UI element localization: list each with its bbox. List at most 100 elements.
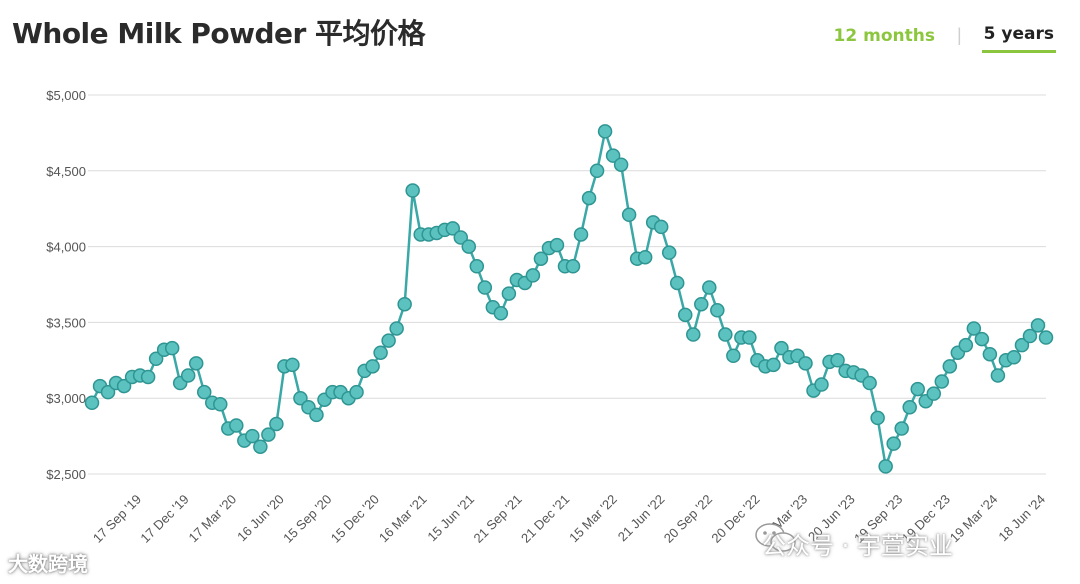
data-point[interactable] — [229, 418, 244, 433]
data-point[interactable] — [501, 286, 517, 301]
x-tick-label: 15 Jun '21 — [424, 492, 477, 545]
data-point[interactable] — [573, 227, 589, 242]
data-point[interactable] — [669, 275, 685, 291]
series-points-layer — [84, 124, 1054, 474]
data-point[interactable] — [180, 368, 196, 383]
tab-separator: | — [956, 25, 962, 45]
data-point[interactable] — [164, 340, 180, 356]
x-tick-label: 20 Sep '22 — [661, 492, 715, 546]
data-point[interactable] — [461, 239, 477, 254]
data-point[interactable] — [934, 374, 950, 389]
data-point[interactable] — [974, 331, 990, 347]
y-tick-label: $4,500 — [46, 164, 86, 179]
data-point[interactable] — [116, 378, 132, 394]
x-tick-label: 21 Dec '21 — [518, 492, 572, 546]
data-point[interactable] — [653, 219, 669, 235]
data-point[interactable] — [702, 280, 717, 295]
data-point[interactable] — [982, 346, 998, 362]
chart-title: Whole Milk Powder 平均价格 — [12, 17, 426, 50]
chart-gridlines — [88, 94, 1046, 475]
data-point[interactable] — [661, 245, 677, 260]
data-point[interactable] — [686, 327, 701, 342]
data-point[interactable] — [100, 384, 116, 400]
data-point[interactable] — [213, 397, 228, 412]
data-point[interactable] — [862, 375, 877, 391]
data-point[interactable] — [549, 237, 565, 253]
data-point[interactable] — [597, 124, 613, 139]
data-point[interactable] — [477, 280, 493, 295]
data-point[interactable] — [453, 230, 469, 245]
data-point[interactable] — [269, 416, 284, 432]
data-point[interactable] — [878, 459, 893, 474]
data-point[interactable] — [445, 221, 461, 236]
y-axis-ticks: $2,500 $3,000 $3,500 $4,000 $4,500 $5,000 — [46, 88, 86, 482]
data-point[interactable] — [613, 157, 629, 172]
x-tick-label: 18 Jun '24 — [995, 492, 1048, 545]
x-tick-label: 21 Jun '22 — [615, 492, 668, 545]
data-point[interactable] — [349, 384, 364, 400]
y-tick-label: $3,000 — [46, 391, 86, 406]
data-point[interactable] — [966, 321, 982, 336]
data-point[interactable] — [253, 439, 268, 454]
data-point[interactable] — [469, 259, 485, 274]
data-point[interactable] — [285, 357, 300, 373]
data-point[interactable] — [637, 249, 653, 265]
data-point[interactable] — [397, 296, 412, 312]
data-point[interactable] — [814, 377, 829, 392]
tab-12-months[interactable]: 12 months — [833, 25, 935, 46]
data-point[interactable] — [493, 306, 509, 321]
data-point[interactable] — [830, 353, 845, 368]
data-point[interactable] — [742, 330, 757, 345]
data-point[interactable] — [774, 340, 789, 356]
data-point[interactable] — [389, 321, 404, 336]
time-range-tabs: 12 months | 5 years — [832, 24, 1056, 53]
data-point[interactable] — [958, 337, 974, 353]
data-point[interactable] — [381, 333, 396, 348]
data-point[interactable] — [196, 384, 212, 400]
data-point[interactable] — [309, 407, 324, 423]
data-point[interactable] — [1030, 318, 1046, 333]
data-point[interactable] — [870, 410, 885, 426]
data-point[interactable] — [405, 183, 420, 198]
data-point[interactable] — [581, 190, 597, 206]
data-point[interactable] — [245, 428, 260, 444]
data-point[interactable] — [990, 368, 1006, 383]
data-point[interactable] — [798, 356, 813, 371]
data-point[interactable] — [365, 359, 380, 374]
data-point[interactable] — [525, 268, 541, 283]
data-point[interactable] — [942, 359, 958, 374]
data-point[interactable] — [894, 421, 909, 436]
data-point[interactable] — [1022, 328, 1038, 344]
data-point[interactable] — [677, 307, 693, 323]
data-point[interactable] — [293, 390, 308, 406]
data-point[interactable] — [726, 348, 741, 364]
watermark-right: 公众号 · 宇萱实业 — [762, 532, 953, 560]
watermark-left: 大数跨境 — [8, 552, 88, 576]
data-point[interactable] — [1038, 330, 1054, 345]
x-tick-label: 17 Mar '20 — [186, 492, 240, 546]
data-point[interactable] — [694, 296, 709, 312]
data-point[interactable] — [140, 369, 156, 385]
data-point[interactable] — [902, 400, 917, 415]
data-point[interactable] — [910, 381, 925, 397]
data-point[interactable] — [565, 259, 581, 274]
data-point[interactable] — [621, 207, 637, 223]
data-point[interactable] — [533, 251, 549, 266]
x-tick-label: 15 Dec '20 — [328, 492, 382, 546]
data-point[interactable] — [926, 386, 942, 401]
data-point[interactable] — [605, 148, 621, 163]
tab-5-years[interactable]: 5 years — [981, 24, 1056, 53]
data-point[interactable] — [148, 351, 164, 367]
data-point[interactable] — [766, 357, 781, 373]
data-point[interactable] — [886, 436, 901, 451]
data-point[interactable] — [1006, 350, 1022, 365]
data-point[interactable] — [261, 427, 276, 442]
data-point[interactable] — [710, 303, 725, 318]
data-point[interactable] — [718, 327, 733, 342]
data-point[interactable] — [589, 163, 605, 179]
data-point[interactable] — [373, 345, 388, 360]
data-point[interactable] — [188, 356, 204, 371]
data-point[interactable] — [1014, 337, 1030, 353]
data-point[interactable] — [84, 395, 100, 410]
